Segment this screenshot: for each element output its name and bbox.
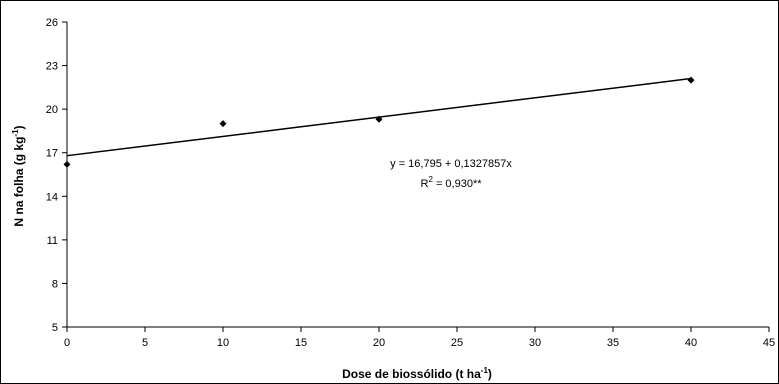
x-tick-label: 5 xyxy=(142,337,148,349)
y-tick-labels: 5 8 11 14 17 20 23 26 xyxy=(46,17,58,334)
x-tick-label: 0 xyxy=(64,337,70,349)
y-tick-label: 17 xyxy=(46,148,58,160)
y-tick-label: 8 xyxy=(52,278,58,290)
data-point xyxy=(219,120,227,128)
data-point xyxy=(375,115,383,123)
x-tick-label: 35 xyxy=(607,337,619,349)
y-tick-label: 5 xyxy=(52,322,58,334)
x-tick-label: 30 xyxy=(529,337,541,349)
r2-prefix: R xyxy=(420,178,428,190)
axis-ticks-group xyxy=(62,21,770,332)
x-tick-label: 10 xyxy=(217,337,229,349)
x-tick-label: 15 xyxy=(295,337,307,349)
x-tick-label: 20 xyxy=(373,337,385,349)
x-tick-label: 40 xyxy=(685,337,697,349)
y-axis-title: N na folha (g kg-1) xyxy=(11,125,26,226)
y-axis-title-end: ) xyxy=(12,125,26,129)
y-tick-label: 14 xyxy=(46,191,58,203)
x-tick-labels: 0 5 10 15 20 25 30 35 40 45 xyxy=(64,337,775,349)
data-point xyxy=(687,76,695,84)
y-axis-title-sup: -1 xyxy=(11,129,20,137)
y-tick-label: 11 xyxy=(47,235,58,247)
x-axis-title: Dose de biossólido (t ha-1) xyxy=(342,366,492,381)
regression-equation: y = 16,795 + 0,1327857x xyxy=(390,158,512,170)
r2-superscript: 2 xyxy=(428,175,433,184)
data-points xyxy=(63,76,695,168)
x-axis-title-sup: -1 xyxy=(481,366,489,375)
y-tick-label: 26 xyxy=(46,17,58,29)
x-tick-label: 25 xyxy=(451,337,463,349)
r2-value: = 0,930** xyxy=(433,178,482,190)
data-point xyxy=(63,160,71,168)
x-axis-title-main: Dose de biossólido (t ha xyxy=(342,367,481,381)
y-tick-label: 20 xyxy=(46,104,58,116)
r-squared-label: R2 = 0,930** xyxy=(420,175,482,190)
x-axis-title-end: ) xyxy=(488,367,492,381)
y-tick-label: 23 xyxy=(46,61,58,73)
y-axis-title-main: N na folha (g kg xyxy=(12,137,26,227)
x-tick-label: 45 xyxy=(763,337,775,349)
